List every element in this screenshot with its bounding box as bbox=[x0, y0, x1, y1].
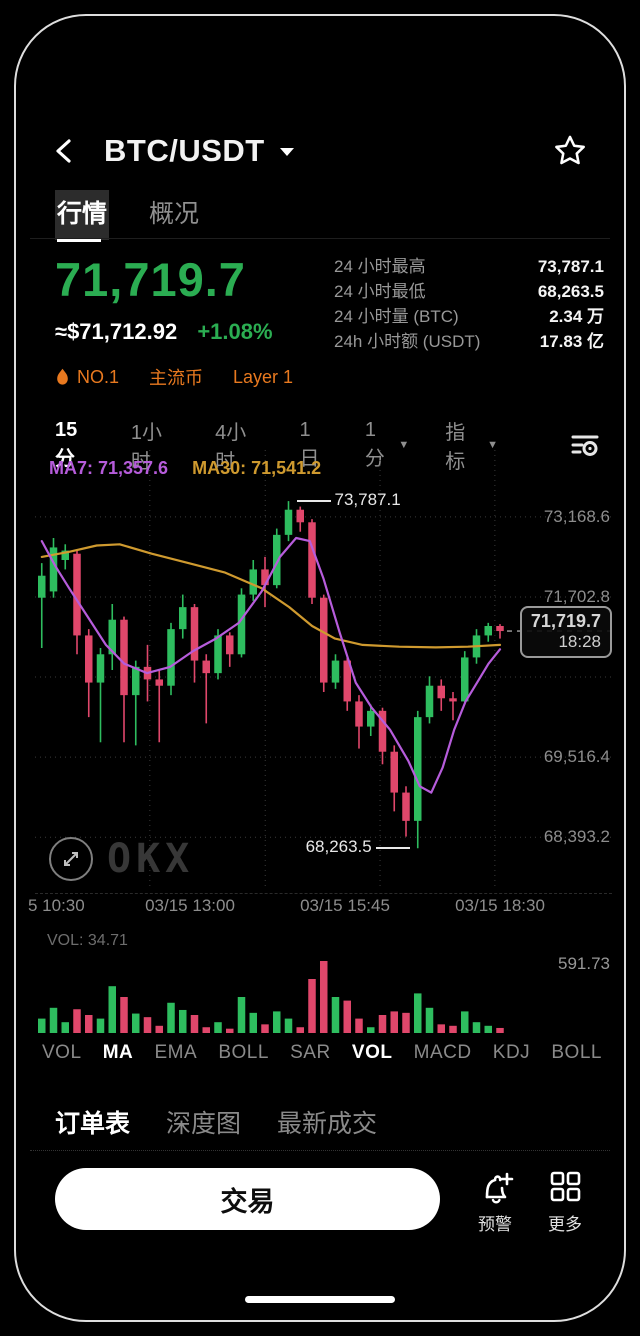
volume-max-label: 591.73 bbox=[558, 954, 610, 973]
stats-block: 24 小时最高 73,787.1 24 小时最低 68,263.5 24 小时量 (BT… bbox=[334, 254, 604, 354]
pair-title[interactable]: BTC/USDT bbox=[104, 133, 265, 168]
stat-label: 24 小时最高 bbox=[334, 257, 426, 276]
grid-more-icon bbox=[550, 1171, 581, 1202]
annotation-value: 68,263.5 bbox=[305, 837, 372, 857]
change-percent: +1.08% bbox=[197, 319, 273, 344]
timeframe-1日[interactable]: 1日 bbox=[299, 419, 320, 470]
x-axis-label: 03/15 15:45 bbox=[300, 896, 390, 915]
back-chevron-icon bbox=[56, 139, 71, 163]
fiat-price-row: ≈$71,712.92 +1.08% bbox=[55, 319, 273, 345]
stat-row: 24h 小时额 (USDT) 17.83 亿 bbox=[334, 329, 604, 354]
order-tabs: 订单表 深度图 最新成交 bbox=[55, 1104, 377, 1140]
watermark: OKX bbox=[49, 836, 194, 882]
stat-label: 24 小时量 (BTC) bbox=[334, 307, 459, 326]
y-axis-label: 68,393.2 bbox=[543, 827, 610, 847]
flame-icon bbox=[57, 368, 68, 385]
high-annotation: 73,787.1 bbox=[293, 490, 401, 510]
order-tabs-divider bbox=[30, 1150, 610, 1151]
expand-icon[interactable] bbox=[49, 837, 93, 881]
chart-canvas bbox=[35, 450, 612, 890]
header: BTC/USDT bbox=[52, 128, 588, 174]
rank-label: NO.1 bbox=[77, 366, 120, 387]
tag-time: 18:28 bbox=[558, 632, 601, 652]
indicator-ema[interactable]: EMA bbox=[154, 1042, 198, 1063]
last-price: 71,719.7 bbox=[55, 253, 246, 306]
x-axis-labels: 5 10:30 03/15 13:00 03/15 15:45 03/15 18:30 bbox=[0, 896, 640, 918]
timeframe-4小时[interactable]: 4小时 bbox=[215, 422, 247, 473]
home-indicator[interactable] bbox=[245, 1296, 395, 1303]
order-tab[interactable]: 订单表 bbox=[55, 1110, 131, 1138]
stat-value: 17.83 亿 bbox=[539, 332, 604, 351]
badges-row: NO.1 主流币 Layer 1 bbox=[55, 364, 293, 390]
x-axis-label: 03/15 13:00 bbox=[145, 896, 235, 915]
category-badge[interactable]: Layer 1 bbox=[233, 366, 294, 387]
timeframe-15分[interactable]: 15分 bbox=[55, 419, 78, 470]
caret-down-icon: ▼ bbox=[487, 439, 499, 451]
volume-canvas bbox=[38, 961, 504, 1033]
timeframe-指标[interactable]: 指标 ▼ bbox=[445, 422, 499, 473]
trade-button[interactable]: 交易 bbox=[55, 1168, 440, 1230]
category-badge[interactable]: 主流币 bbox=[149, 368, 204, 388]
x-axis-label: 03/15 18:30 bbox=[455, 896, 545, 915]
indicator-macd[interactable]: MACD bbox=[413, 1042, 472, 1063]
volume-label: VOL: 34.71 bbox=[47, 932, 128, 949]
volume-pane[interactable]: VOL: 34.71 591.73 bbox=[35, 926, 612, 1036]
indicator-vol[interactable]: VOL bbox=[42, 1042, 82, 1063]
alert-action[interactable]: 预警 bbox=[462, 1166, 528, 1235]
stat-value: 2.34 万 bbox=[549, 307, 604, 326]
last-price-tag: 71,719.7 18:28 bbox=[519, 606, 612, 659]
price-section: 71,719.7 ≈$71,712.92 +1.08% 24 小时最高 73,78… bbox=[55, 252, 604, 354]
annotation-line bbox=[296, 499, 331, 502]
stat-label: 24h 小时额 (USDT) bbox=[334, 332, 481, 351]
ma30-legend: MA30: 71,541.2 bbox=[192, 458, 322, 478]
order-tab[interactable]: 最新成交 bbox=[277, 1110, 378, 1138]
indicator-row: VOL MA EMA BOLL SAR VOL MACD KDJ BOLL bbox=[42, 1042, 602, 1064]
y-axis-label: 69,516.4 bbox=[543, 747, 610, 767]
pair-dropdown-caret-icon[interactable] bbox=[277, 144, 297, 158]
tag-price: 71,719.7 bbox=[530, 611, 601, 632]
chart-settings-icon[interactable] bbox=[570, 432, 600, 458]
more-action[interactable]: 更多 bbox=[532, 1166, 598, 1235]
x-axis-label: 5 10:30 bbox=[28, 896, 85, 915]
indicator-sar[interactable]: SAR bbox=[290, 1042, 331, 1063]
fiat-price: ≈$71,712.92 bbox=[55, 319, 178, 344]
stat-row: 24 小时量 (BTC) 2.34 万 bbox=[334, 304, 604, 329]
indicator-kdj[interactable]: KDJ bbox=[492, 1042, 531, 1063]
timeframe-1小时[interactable]: 1小时 bbox=[130, 422, 163, 473]
low-annotation: 68,263.5 bbox=[306, 837, 414, 857]
indicator-ma[interactable]: MA bbox=[102, 1042, 134, 1063]
tab-overview[interactable]: 概况 bbox=[149, 200, 200, 228]
annotation-line bbox=[375, 846, 410, 849]
order-tab[interactable]: 深度图 bbox=[166, 1110, 242, 1138]
okx-logo: OKX bbox=[107, 836, 195, 882]
alert-bell-icon bbox=[485, 1172, 514, 1204]
page-tabs: 行情 概况 bbox=[55, 190, 201, 242]
timeframe-bar: 15分 1小时 4小时 1日 1分 ▼ 指标 ▼ bbox=[55, 416, 600, 474]
stat-row: 24 小时最低 68,263.5 bbox=[334, 279, 604, 304]
alert-label: 预警 bbox=[478, 1215, 512, 1234]
y-axis-label: 73,168.6 bbox=[543, 506, 610, 526]
stat-value: 68,263.5 bbox=[537, 282, 604, 301]
stat-value: 73,787.1 bbox=[537, 257, 604, 276]
indicator-vol[interactable]: VOL bbox=[351, 1042, 393, 1063]
rank-badge[interactable]: NO.1 bbox=[55, 367, 119, 388]
y-axis-label: 71,702.8 bbox=[543, 586, 610, 606]
annotation-value: 73,787.1 bbox=[334, 490, 401, 510]
candlestick-chart[interactable]: MA7: 71,357.6 MA30: 71,541.2 71,719.7 18… bbox=[35, 450, 612, 894]
header-divider bbox=[30, 238, 610, 239]
timeframe-1分[interactable]: 1分 ▼ bbox=[364, 419, 410, 470]
stat-row: 24 小时最高 73,787.1 bbox=[334, 254, 604, 279]
indicator-boll[interactable]: BOLL bbox=[551, 1042, 602, 1063]
indicator-boll[interactable]: BOLL bbox=[218, 1042, 269, 1063]
ma7-legend: MA7: 71,357.6 bbox=[49, 458, 169, 478]
caret-down-icon: ▼ bbox=[398, 439, 410, 451]
favorite-star-icon[interactable] bbox=[552, 133, 588, 169]
ma-legend: MA7: 71,357.6 MA30: 71,541.2 bbox=[49, 458, 321, 479]
back-button[interactable] bbox=[52, 134, 86, 168]
tab-market[interactable]: 行情 bbox=[55, 190, 110, 242]
stat-label: 24 小时最低 bbox=[334, 282, 426, 301]
more-label: 更多 bbox=[548, 1215, 582, 1234]
